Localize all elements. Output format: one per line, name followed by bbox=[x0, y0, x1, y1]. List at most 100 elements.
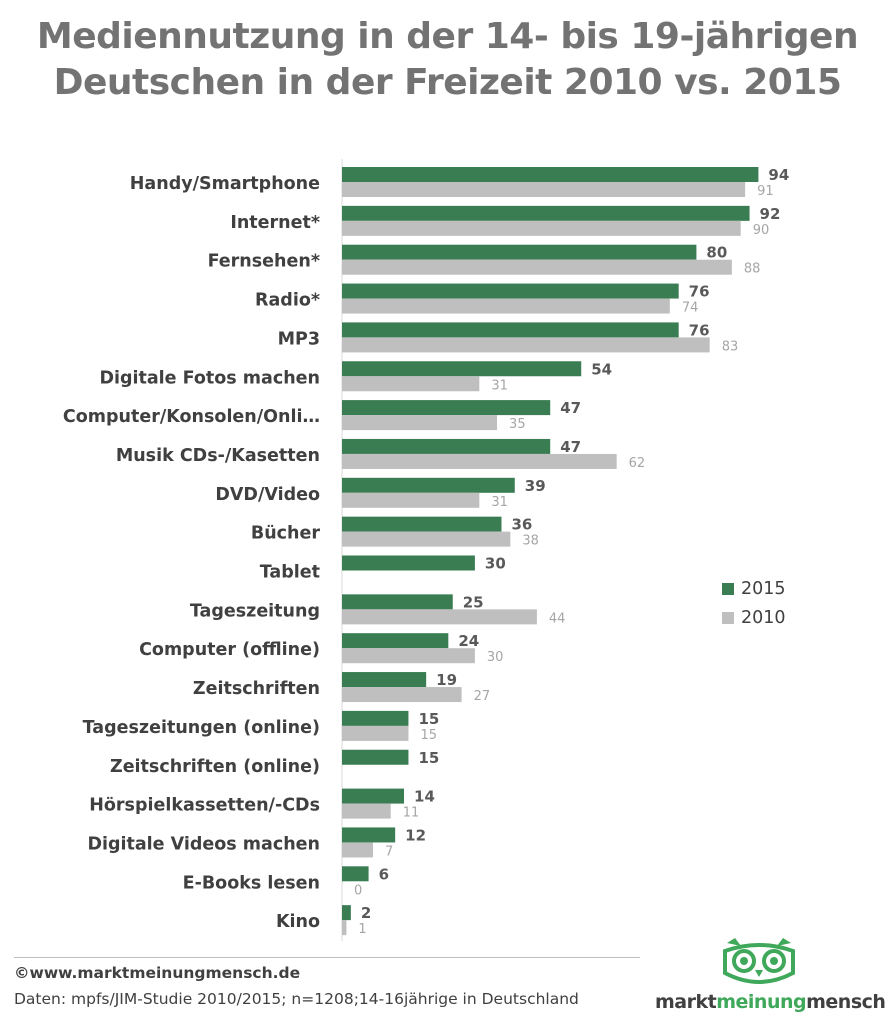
data-label-2015: 30 bbox=[485, 555, 506, 573]
bar-2015 bbox=[342, 827, 396, 843]
data-label-2010: 31 bbox=[491, 495, 508, 510]
bar-2010 bbox=[342, 415, 498, 431]
bar-2015 bbox=[342, 633, 449, 649]
data-label-2015: 80 bbox=[706, 244, 727, 262]
data-label-2010: 0 bbox=[354, 883, 362, 898]
bar-2010 bbox=[342, 725, 409, 741]
bar-2010 bbox=[342, 220, 741, 236]
data-label-2015: 6 bbox=[379, 865, 389, 883]
bar-2015 bbox=[342, 438, 551, 454]
category-label: Fernsehen* bbox=[208, 252, 320, 272]
category-label: Computer (offline) bbox=[139, 640, 320, 660]
data-label-2010: 15 bbox=[420, 728, 437, 743]
category-label: Tageszeitungen (online) bbox=[83, 718, 320, 738]
bar-2010 bbox=[342, 259, 732, 275]
bar-2015 bbox=[342, 400, 551, 416]
chart-title-line-1: Mediennutzung in der 14- bis 19-jährigen bbox=[36, 16, 859, 57]
data-label-2015: 19 bbox=[436, 671, 457, 689]
bar-2010 bbox=[342, 609, 537, 625]
data-label-2015: 2 bbox=[361, 904, 371, 922]
bar-2015 bbox=[342, 477, 515, 493]
bar-2015 bbox=[342, 244, 697, 260]
logo-wordmark: marktmeinungmensch bbox=[655, 991, 886, 1013]
category-label: Digitale Fotos machen bbox=[99, 368, 320, 388]
data-label-2015: 39 bbox=[525, 477, 546, 495]
category-label: Tageszeitung bbox=[190, 601, 320, 621]
data-label-2010: 38 bbox=[522, 534, 539, 549]
bar-2015 bbox=[342, 788, 405, 804]
category-label: Handy/Smartphone bbox=[130, 174, 320, 194]
footer-divider bbox=[14, 957, 640, 958]
bar-2015 bbox=[342, 555, 475, 571]
category-label: Tablet bbox=[260, 563, 320, 583]
data-label-2010: 88 bbox=[744, 262, 761, 277]
bar-2010 bbox=[342, 687, 462, 703]
category-label: Internet* bbox=[230, 213, 320, 233]
bar-2015 bbox=[342, 283, 679, 299]
data-label-2015: 15 bbox=[418, 710, 439, 728]
data-label-2010: 30 bbox=[487, 650, 504, 665]
chart-legend: 2015 2010 bbox=[722, 574, 786, 632]
category-label: Kino bbox=[276, 912, 320, 932]
category-label: DVD/Video bbox=[215, 485, 320, 505]
chart-title-line-2: Deutschen in der Freizeit 2010 vs. 2015 bbox=[53, 62, 842, 103]
bar-2010 bbox=[342, 648, 475, 664]
data-label-2010: 7 bbox=[385, 844, 393, 859]
legend-item-2010: 2010 bbox=[722, 603, 786, 632]
data-label-2015: 76 bbox=[689, 283, 710, 301]
bar-2015 bbox=[342, 516, 502, 532]
data-label-2015: 76 bbox=[689, 321, 710, 339]
category-label: Hörspielkassetten/-CDs bbox=[89, 796, 320, 816]
bar-2010 bbox=[342, 492, 480, 508]
bar-2015 bbox=[342, 322, 679, 338]
bar-2010 bbox=[342, 803, 391, 819]
data-label-2015: 24 bbox=[458, 632, 479, 650]
data-label-2010: 31 bbox=[491, 378, 508, 393]
bar-2010 bbox=[342, 531, 511, 547]
data-label-2010: 74 bbox=[682, 301, 699, 316]
bar-2015 bbox=[342, 167, 759, 182]
bar-2015 bbox=[342, 594, 453, 610]
owl-logo-icon bbox=[723, 938, 795, 984]
data-label-2015: 36 bbox=[511, 516, 532, 534]
category-label: Zeitschriften (online) bbox=[110, 757, 320, 777]
data-label-2015: 12 bbox=[405, 826, 426, 844]
data-label-2010: 44 bbox=[549, 611, 566, 626]
bar-2010 bbox=[342, 298, 670, 314]
data-label-2010: 90 bbox=[753, 223, 770, 238]
category-label: Digitale Videos machen bbox=[87, 834, 320, 854]
bar-2015 bbox=[342, 749, 409, 765]
data-label-2015: 92 bbox=[760, 205, 781, 223]
bar-2010 bbox=[342, 453, 617, 469]
legend-label-2010: 2010 bbox=[741, 607, 786, 628]
category-label: Zeitschriften bbox=[193, 679, 320, 699]
bar-2015 bbox=[342, 905, 351, 921]
legend-item-2015: 2015 bbox=[722, 574, 786, 603]
category-label: MP3 bbox=[278, 329, 320, 349]
bar-2015 bbox=[342, 672, 427, 688]
data-label-2015: 94 bbox=[768, 166, 789, 184]
bar-2010 bbox=[342, 337, 710, 353]
source-note: Daten: mpfs/JIM-Studie 2010/2015; n=1208… bbox=[14, 990, 579, 1008]
data-label-2015: 15 bbox=[418, 749, 439, 767]
bar-2015 bbox=[342, 205, 750, 221]
data-label-2010: 11 bbox=[403, 806, 420, 821]
data-label-2010: 1 bbox=[358, 922, 366, 937]
copyright-link[interactable]: ©www.marktmeinungmensch.de bbox=[14, 964, 301, 982]
bar-2010 bbox=[342, 182, 746, 197]
category-label: E-Books lesen bbox=[183, 873, 320, 893]
logo-text-part-2: meinung bbox=[716, 991, 807, 1013]
data-label-2010: 62 bbox=[629, 456, 646, 471]
logo-text-part-3: mensch bbox=[806, 991, 886, 1013]
bar-2015 bbox=[342, 710, 409, 726]
bar-2010 bbox=[342, 842, 374, 858]
category-label: Computer/Konsolen/Onli… bbox=[63, 407, 320, 427]
bar-2010 bbox=[342, 920, 347, 936]
bar-2015 bbox=[342, 361, 582, 377]
data-label-2010: 83 bbox=[722, 339, 739, 354]
data-label-2010: 91 bbox=[757, 184, 774, 199]
data-label-2015: 54 bbox=[591, 360, 612, 378]
category-label: Bücher bbox=[251, 524, 320, 544]
bar-2010 bbox=[342, 376, 480, 392]
